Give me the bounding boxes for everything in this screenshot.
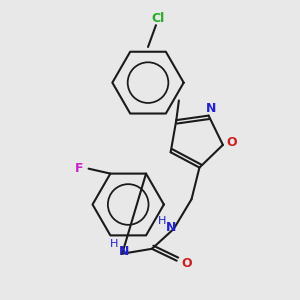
Text: O: O xyxy=(181,257,192,270)
Text: Cl: Cl xyxy=(151,12,165,25)
Text: F: F xyxy=(74,162,83,175)
Text: N: N xyxy=(166,221,176,235)
Text: H: H xyxy=(158,216,166,226)
Text: N: N xyxy=(206,102,216,115)
Text: N: N xyxy=(119,245,129,258)
Text: H: H xyxy=(110,239,118,249)
Text: O: O xyxy=(226,136,237,149)
